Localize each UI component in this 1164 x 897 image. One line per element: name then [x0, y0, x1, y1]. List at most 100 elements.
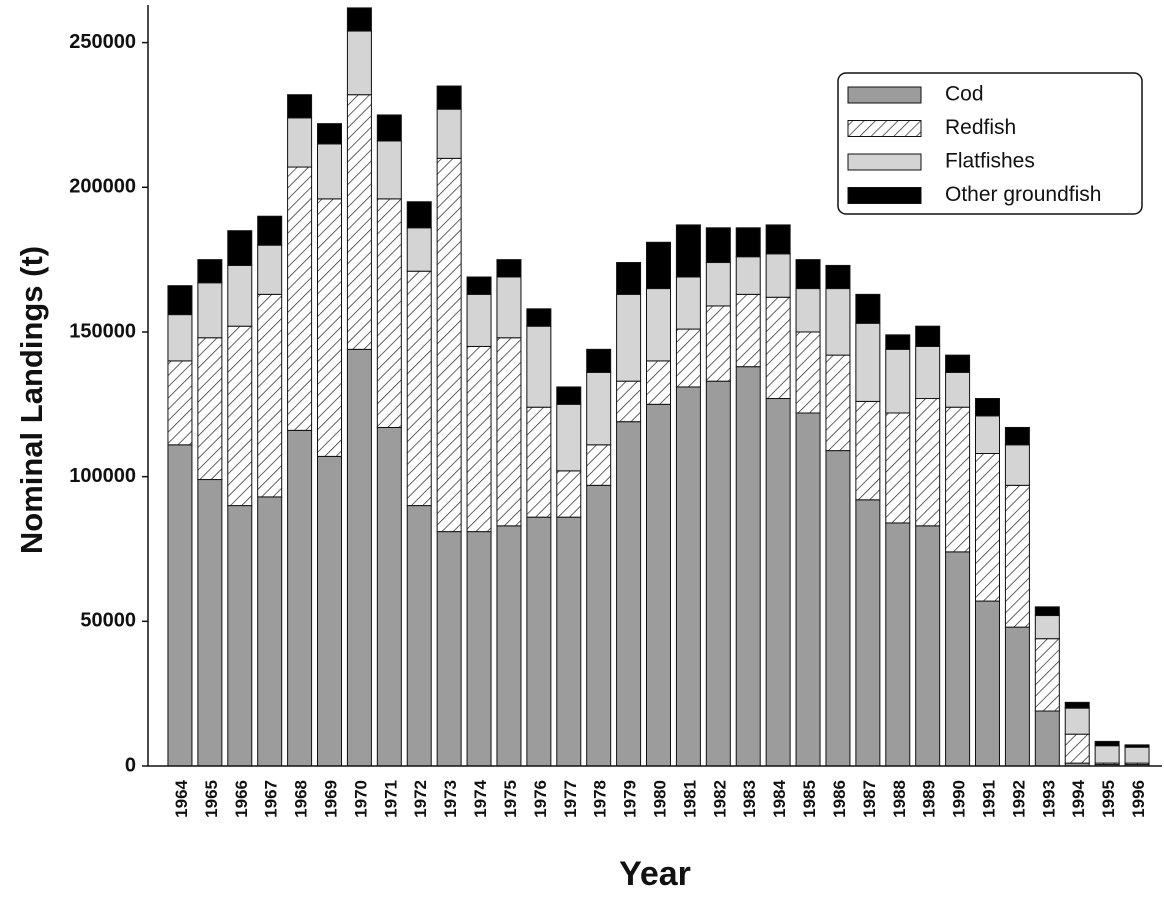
x-tick-label: 1983 [740, 780, 759, 818]
y-tick-label: 50000 [80, 610, 136, 632]
bar-segment [496, 525, 522, 767]
bar-segment [287, 117, 313, 168]
x-tick-label: 1968 [292, 780, 311, 818]
bar-segment [975, 415, 1000, 454]
bar-segment [646, 360, 671, 405]
x-tick-label: 1984 [770, 779, 789, 817]
bar-segment [975, 600, 1000, 767]
bar-segment [945, 551, 971, 767]
legend-label: Flatfishes [945, 150, 1035, 173]
bar-segment [646, 241, 671, 290]
bar-segment [705, 305, 731, 382]
x-tick-label: 1974 [471, 779, 490, 817]
bar-segment [586, 371, 612, 446]
bar-segment [1034, 638, 1060, 712]
bar-segment [1004, 426, 1030, 446]
bar-segment [227, 325, 253, 507]
bar-segment [197, 259, 223, 284]
bar-segment [945, 354, 971, 373]
bar-segment [855, 293, 881, 324]
legend-swatch [847, 120, 922, 137]
bar-segment [287, 166, 313, 431]
bar-segment [885, 334, 911, 350]
bar-segment [735, 293, 761, 368]
x-tick-label: 1987 [860, 780, 879, 818]
bar-segment [526, 516, 552, 767]
bar-segment [406, 270, 432, 507]
bar-segment [1034, 606, 1060, 617]
bar-segment [646, 403, 671, 767]
bar-segment [346, 348, 372, 767]
bar-segment [705, 262, 731, 307]
bar-segment [317, 455, 342, 767]
bar-segment [945, 371, 971, 408]
y-axis-title: Nominal Landings (t) [14, 246, 49, 554]
bar-segment [556, 470, 582, 518]
bar-segment [227, 505, 253, 767]
bar-segment [795, 259, 821, 290]
bar-segment [945, 406, 971, 553]
bar-segment [317, 143, 342, 200]
bar-segment [795, 412, 821, 767]
bar-segment [257, 293, 283, 498]
y-tick-label: 200000 [69, 176, 136, 198]
x-tick-label: 1982 [710, 780, 729, 818]
bar-segment [556, 403, 582, 472]
bar-segment [526, 406, 552, 518]
bar-segment [406, 505, 432, 767]
bar-segment [526, 308, 552, 327]
x-tick-label: 1991 [980, 780, 999, 818]
bar-segment [466, 345, 492, 533]
bar-segment [885, 412, 911, 524]
bar-segment [1064, 701, 1090, 709]
bar-segment [675, 328, 701, 388]
bar-segment [1094, 745, 1120, 764]
x-tick-label: 1977 [561, 780, 580, 818]
bar-segment [795, 288, 821, 333]
bar-segment [346, 7, 372, 32]
x-tick-label: 1992 [1009, 780, 1028, 818]
bar-segment [466, 531, 492, 767]
bar-segment [1124, 744, 1150, 748]
bar-segment [1004, 484, 1030, 628]
x-tick-label: 1985 [800, 780, 819, 818]
x-tick-label: 1981 [680, 780, 699, 818]
bar-segment [616, 380, 642, 423]
bar-segment [975, 398, 1000, 417]
bar-segment [317, 123, 342, 145]
bar-segment [167, 444, 193, 767]
x-tick-label: 1975 [501, 780, 520, 818]
y-tick-label: 0 [125, 754, 136, 776]
bar-segment [436, 157, 462, 533]
bar-segment [496, 276, 522, 339]
bar-segment [855, 499, 881, 767]
bar-segment [197, 282, 223, 339]
bar-segment [287, 94, 313, 119]
bar-segment [436, 85, 462, 110]
bar-segment [765, 224, 791, 255]
bar-segment [376, 114, 402, 142]
bar-segment [167, 285, 193, 316]
bar-segment [915, 525, 941, 767]
bar-segment [287, 429, 313, 767]
bar-segment [765, 253, 791, 298]
bar-segment [346, 94, 372, 350]
x-tick-label: 1979 [621, 780, 640, 818]
bar-segment [855, 400, 881, 501]
x-tick-label: 1986 [830, 780, 849, 818]
bar-segment [825, 450, 851, 767]
x-tick-label: 1980 [651, 780, 670, 818]
x-tick-label: 1994 [1069, 779, 1088, 817]
bar-segment [406, 201, 432, 229]
bar-segment [1064, 707, 1090, 735]
bar-segment [376, 198, 402, 428]
bar-segment [436, 108, 462, 159]
bar-segment [915, 325, 941, 347]
x-tick-label: 1990 [950, 780, 969, 818]
bar-segment [646, 288, 671, 362]
bar-segment [257, 215, 283, 246]
bar-segment [227, 264, 253, 327]
bar-segment [675, 276, 701, 330]
x-tick-label: 1976 [531, 780, 550, 818]
bar-segment [586, 444, 612, 486]
